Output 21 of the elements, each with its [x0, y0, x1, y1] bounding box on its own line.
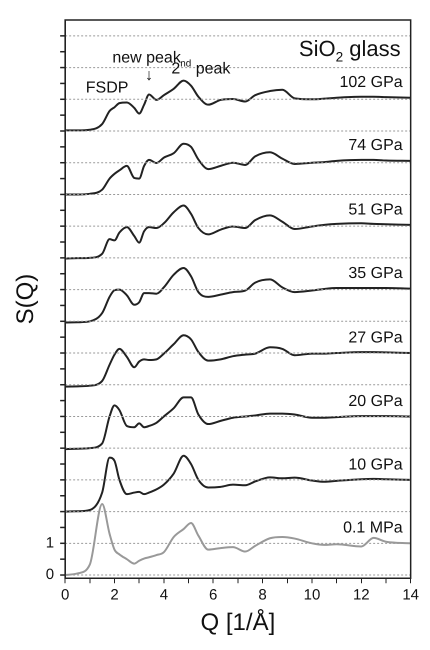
series-label: 35 GPa: [348, 265, 403, 282]
series-label: 102 GPa: [340, 74, 403, 92]
series-label: 51 GPa: [348, 201, 403, 218]
series-label: 10 GPa: [348, 456, 403, 474]
x-tick-label: 8: [258, 586, 267, 604]
x-tick-label: 4: [160, 586, 168, 604]
series-label: 20 GPa: [348, 392, 403, 410]
series-label: 74 GPa: [348, 137, 403, 154]
y-axis-title: S(Q): [12, 274, 40, 324]
x-tick-label: 2: [110, 586, 119, 604]
x-tick-label: 14: [402, 586, 419, 604]
series-label: 0.1 MPa: [343, 520, 403, 537]
x-tick-label: 12: [352, 586, 370, 604]
annotation: FSDP: [86, 80, 128, 97]
x-axis-title: Q [1/Å]: [200, 609, 276, 636]
x-tick-label: 6: [209, 586, 218, 604]
x-tick-label: 10: [304, 586, 320, 604]
x-tick-label: 0: [60, 586, 70, 604]
y-tick-label: 1: [46, 534, 54, 552]
annotation: ↓: [145, 66, 154, 84]
series-label: 27 GPa: [348, 329, 403, 346]
